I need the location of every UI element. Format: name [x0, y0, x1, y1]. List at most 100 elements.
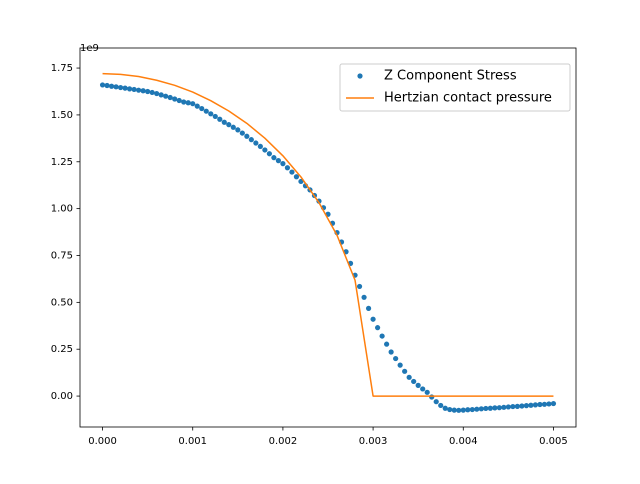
data-point [298, 178, 304, 185]
legend-marker [357, 73, 363, 79]
data-point [370, 316, 376, 322]
data-point [257, 143, 263, 150]
data-point [438, 402, 444, 409]
data-point [127, 86, 133, 92]
y-tick-label: 1.75 [51, 63, 73, 74]
data-point [411, 378, 417, 385]
data-point [523, 403, 530, 409]
data-point [293, 174, 300, 180]
data-point [501, 404, 507, 410]
data-point [172, 96, 178, 102]
data-point [244, 133, 250, 139]
data-point [212, 113, 218, 120]
data-point [248, 137, 254, 143]
data-point [185, 100, 191, 106]
data-point [266, 151, 272, 157]
data-point [496, 405, 502, 411]
data-point [550, 400, 557, 407]
data-point [487, 405, 493, 411]
data-point [275, 158, 281, 164]
data-point [388, 349, 394, 355]
data-point [284, 165, 291, 171]
data-point [108, 83, 115, 89]
data-point [136, 87, 142, 93]
data-point [361, 294, 367, 300]
data-point [221, 119, 227, 125]
legend: Z Component Stress Hertzian contact press… [339, 63, 571, 112]
data-point [99, 82, 106, 88]
y-tick-label: 1.25 [51, 157, 73, 168]
data-point [176, 97, 182, 104]
data-point [253, 140, 259, 146]
data-point [379, 333, 385, 339]
data-point [190, 101, 196, 107]
data-point [230, 124, 236, 130]
data-point [528, 402, 534, 408]
data-point [510, 403, 516, 410]
legend-box [339, 63, 571, 112]
data-point [505, 404, 511, 410]
data-point [203, 108, 209, 114]
data-point [122, 85, 128, 91]
data-line [102, 72, 554, 397]
data-point [181, 99, 187, 105]
data-point [433, 399, 439, 405]
data-point [145, 88, 151, 95]
data-point [483, 405, 489, 412]
plot-frame [79, 47, 577, 428]
data-point [289, 169, 295, 175]
y-tick-label: 1.50 [51, 110, 73, 121]
data-point [393, 355, 399, 362]
data-point [262, 147, 268, 153]
data-point [465, 407, 471, 413]
data-point [131, 86, 137, 93]
x-tick-label: 0.000 [88, 436, 117, 447]
data-point [104, 82, 110, 89]
data-point [149, 89, 155, 96]
data-point [478, 406, 484, 412]
data-point [235, 127, 241, 133]
data-point [384, 341, 390, 347]
data-point [519, 403, 525, 409]
x-tick-label: 0.003 [359, 436, 388, 447]
data-point [451, 407, 457, 413]
data-point [492, 405, 498, 411]
data-point [415, 382, 421, 388]
data-point [375, 325, 381, 331]
data-point [429, 394, 435, 400]
data-point [167, 94, 173, 101]
data-point [280, 161, 286, 167]
data-point [537, 401, 543, 408]
data-point [532, 402, 539, 408]
y-tick-label: 1.00 [51, 204, 73, 215]
data-point [113, 84, 119, 90]
data-point [456, 407, 462, 413]
y-tick-label: 0.50 [51, 297, 73, 308]
data-point [226, 122, 232, 128]
y-tick-label: 0.75 [51, 250, 73, 261]
data-point [356, 283, 363, 290]
data-point [271, 155, 277, 161]
data-point [154, 90, 160, 97]
data-point [365, 305, 372, 311]
x-tick-label: 0.002 [269, 436, 298, 447]
data-point [163, 93, 169, 99]
y-offset-label: 1e9 [80, 43, 99, 54]
data-point [402, 368, 408, 374]
x-tick-label: 0.001 [178, 436, 207, 447]
y-tick-label: 0.00 [51, 391, 73, 402]
data-point [424, 389, 430, 395]
data-point [546, 401, 552, 407]
data-point [420, 386, 426, 392]
legend-label: Hertzian contact pressure [384, 91, 552, 106]
data-point [406, 374, 412, 380]
data-point [447, 406, 453, 413]
data-point [460, 407, 466, 413]
data-point [397, 362, 403, 368]
data-point [140, 88, 146, 94]
data-point [194, 103, 200, 109]
data-point [239, 130, 245, 136]
data-point [158, 92, 164, 98]
